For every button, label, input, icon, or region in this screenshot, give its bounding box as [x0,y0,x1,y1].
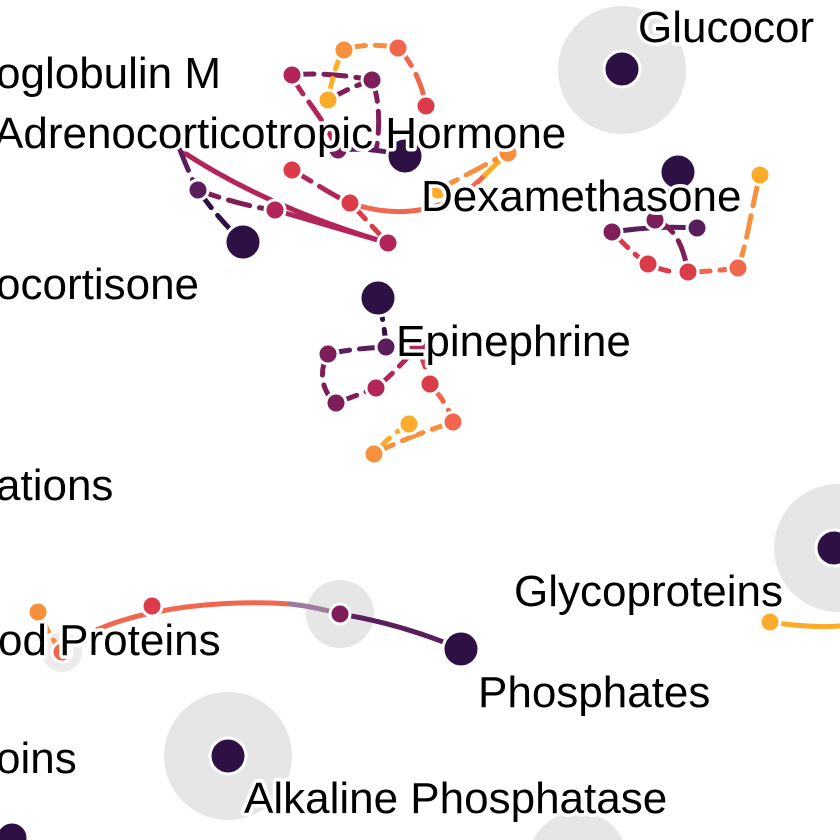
label-glucocorticoids: Glucocor [638,3,814,52]
node[interactable] [316,88,340,112]
node[interactable] [386,36,410,60]
node[interactable] [316,342,340,366]
node[interactable] [186,178,210,202]
edge-acth [272,207,391,246]
node[interactable] [397,412,421,436]
node[interactable] [748,163,772,187]
node[interactable] [726,256,750,280]
node-hydrocortisone[interactable] [223,222,263,262]
node-glycoproteins[interactable] [814,528,840,568]
node-dexamethasone[interactable] [658,152,698,192]
node[interactable] [418,372,442,396]
node[interactable] [600,220,624,244]
label-immunoglobulin-m: oglobulin M [0,49,221,98]
node[interactable] [496,141,520,165]
node-blood-proteins[interactable] [50,640,74,664]
node-epinephrine[interactable] [358,278,398,318]
label-acth: Adrenocorticotropic Hormone [0,109,566,158]
node[interactable] [140,594,164,618]
edge-acth [347,172,488,214]
label-blood-proteins: od Proteins [0,616,221,665]
node[interactable] [758,610,782,634]
label-cations: ations [0,461,113,510]
node[interactable] [426,178,450,202]
node[interactable] [636,252,660,276]
node[interactable] [676,260,700,284]
node-igm[interactable] [280,63,304,87]
node[interactable] [362,442,386,466]
node[interactable] [338,191,362,215]
node-glucocorticoids[interactable] [602,49,642,89]
node[interactable] [406,334,430,358]
node-bottom-left[interactable] [0,820,30,840]
halo-glycoproteins [774,484,840,612]
label-dexamethasone: Dexamethasone [421,172,741,221]
node[interactable] [441,410,465,434]
nodes [0,36,840,840]
node-bridge[interactable] [328,602,352,626]
node[interactable] [332,38,356,62]
label-alkaline-phosphatase: Alkaline Phosphatase [244,774,667,823]
node[interactable] [26,600,50,624]
label-phosphates: Phosphates [478,668,710,717]
node[interactable] [685,216,709,240]
node[interactable] [263,198,287,222]
node[interactable] [360,68,384,92]
node-alkaline-phosphatase[interactable] [208,736,248,776]
node[interactable] [280,158,304,182]
halo-bottom [533,812,623,840]
node[interactable] [374,335,398,359]
label-epinephrine: Epinephrine [396,317,631,366]
node-phosphates[interactable] [441,629,481,669]
label-proteins: oins [0,734,77,783]
node[interactable] [364,376,388,400]
node[interactable] [643,208,667,232]
labels: Glucocor oglobulin M Adrenocorticotropic… [0,0,818,827]
label-glycoproteins: Glycoproteins [514,567,783,616]
node-acth[interactable] [385,136,425,176]
node[interactable] [324,391,348,415]
node[interactable] [326,138,350,162]
node[interactable] [376,231,400,255]
node[interactable] [414,94,438,118]
label-hydrocortisone: ocortisone [0,260,199,309]
